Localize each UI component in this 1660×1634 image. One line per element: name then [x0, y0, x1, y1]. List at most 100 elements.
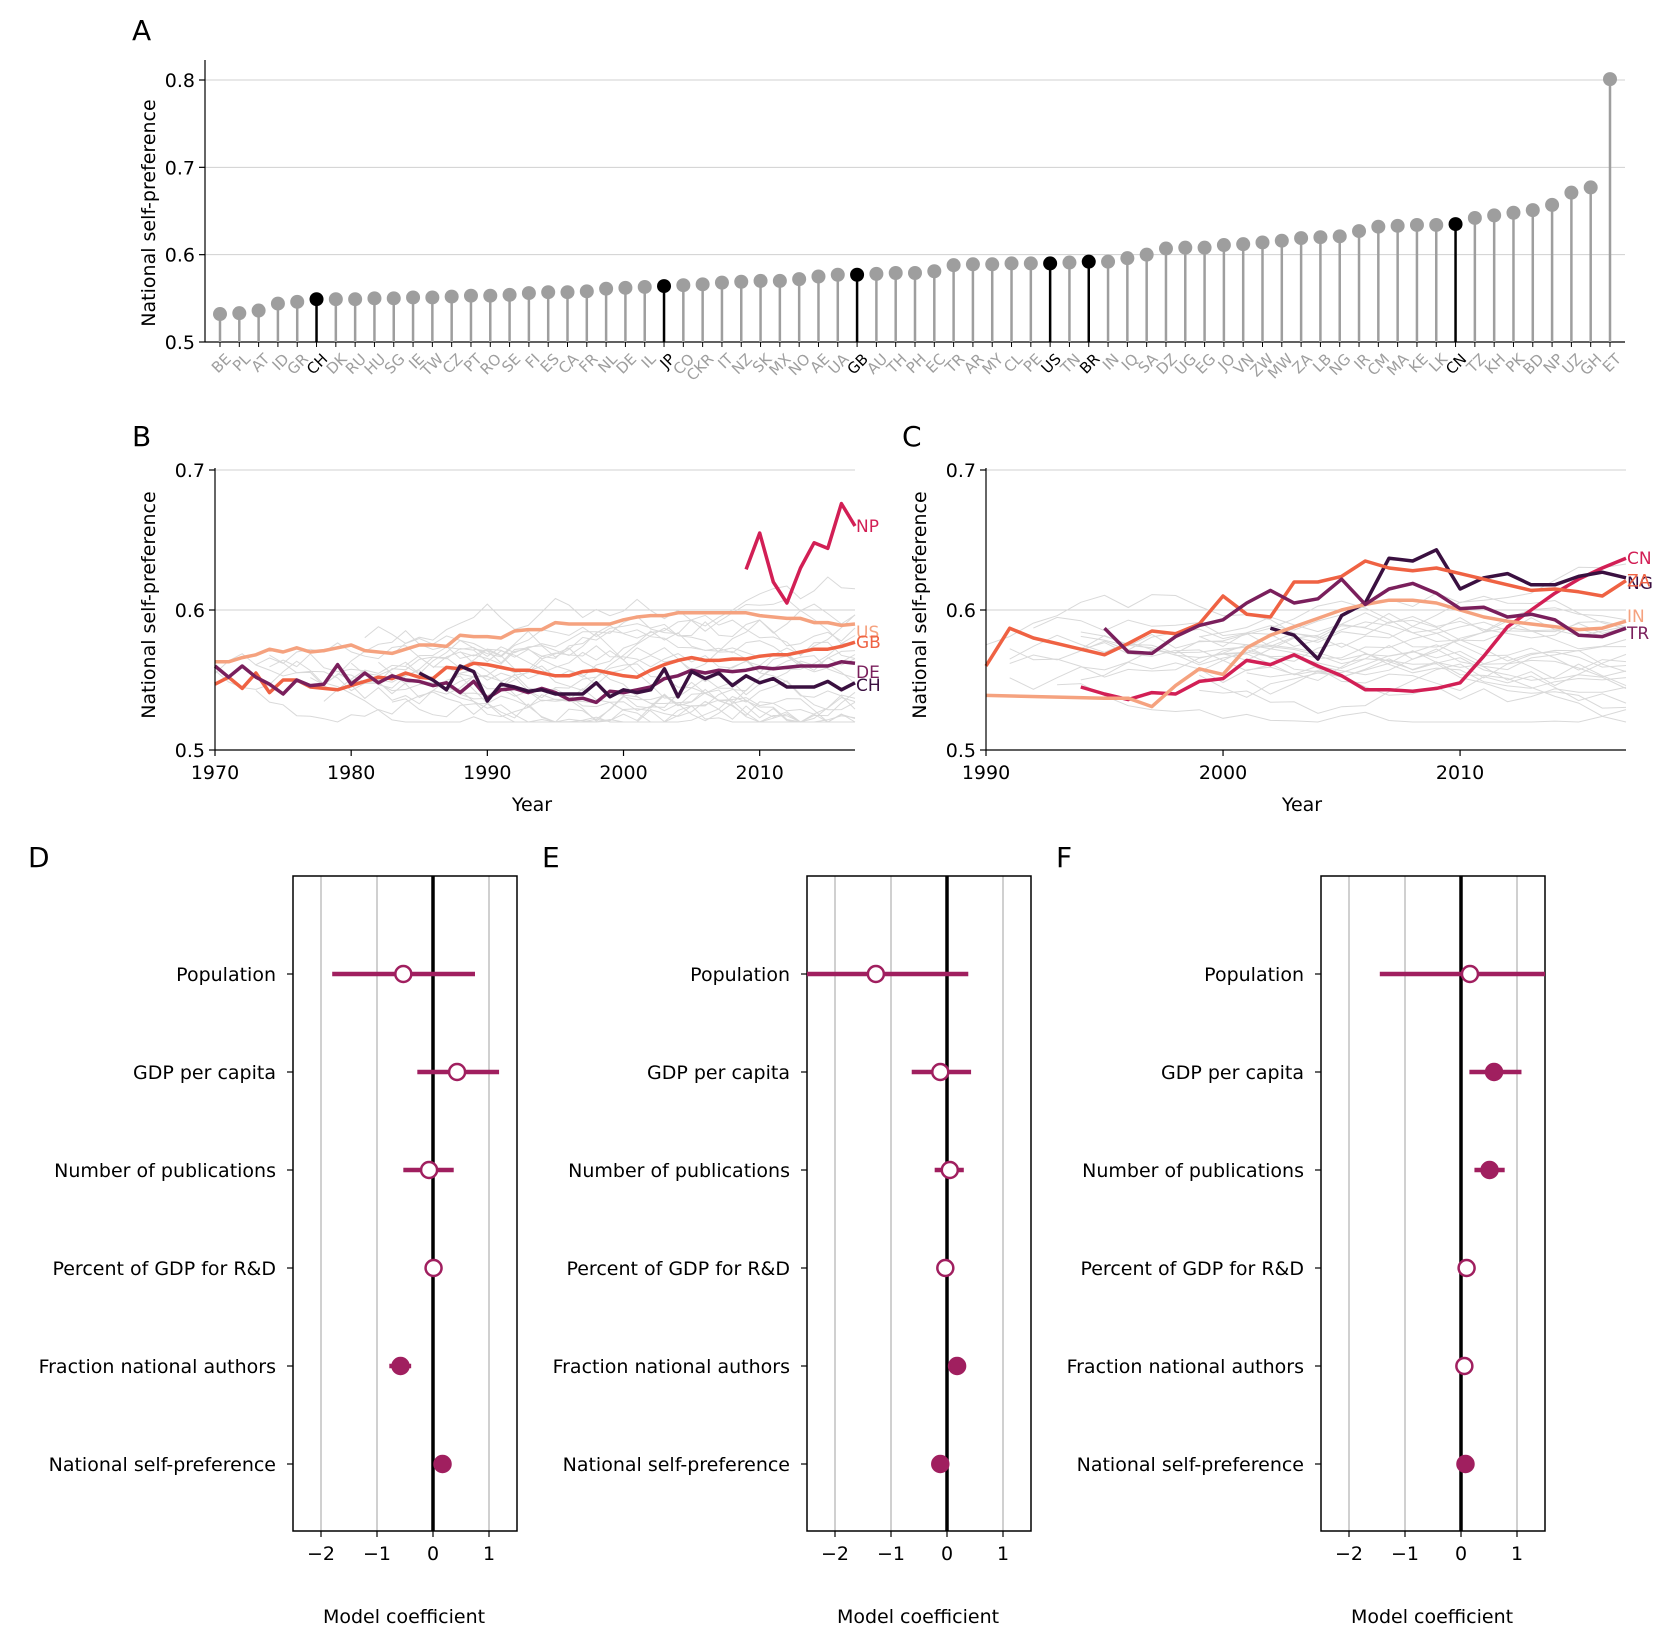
lollipop-point	[965, 257, 980, 272]
lollipop-point	[502, 287, 517, 302]
x-tick-label: 0	[941, 1543, 953, 1565]
background-country-line	[1222, 623, 1627, 661]
panel-b-xlabel: Year	[511, 794, 552, 816]
y-tick-label: 0.8	[165, 70, 195, 92]
row-label: Percent of GDP for R&D	[1080, 1258, 1304, 1280]
lollipop-point	[888, 266, 903, 281]
coefficient-point	[424, 1258, 443, 1278]
background-country-line	[1080, 620, 1627, 684]
coefficient-point	[931, 1454, 950, 1474]
y-tick-label: 0.6	[175, 600, 205, 622]
background-country-line	[391, 597, 856, 656]
panel-d-xlabel: Model coefficient	[323, 1606, 485, 1628]
x-tick-label: BR	[1076, 350, 1103, 377]
x-tick-label: 2010	[1436, 762, 1484, 784]
x-tick-label: 1980	[327, 762, 375, 784]
lollipop-point	[1603, 72, 1617, 87]
panel-label-b: B	[132, 420, 151, 453]
background-country-line	[255, 642, 856, 723]
x-tick-label: 2000	[599, 762, 647, 784]
x-tick-label: −2	[1335, 1543, 1363, 1565]
lollipop-point	[695, 277, 710, 292]
lollipop-point	[348, 292, 363, 307]
background-country-line	[1175, 649, 1627, 687]
lollipop-point	[850, 267, 865, 282]
coefficient-point	[419, 1160, 439, 1180]
y-tick-label: 0.7	[946, 460, 976, 482]
panel-label-a: A	[132, 14, 151, 47]
background-country-line	[1199, 592, 1627, 647]
lollipop-point	[1043, 256, 1058, 271]
lollipop-point	[1429, 217, 1444, 232]
row-label: Fraction national authors	[39, 1356, 276, 1378]
lollipop-point	[1583, 180, 1598, 195]
series-label: GB	[856, 633, 881, 653]
background-country-line	[446, 673, 856, 723]
lollipop-point	[1525, 203, 1540, 218]
panel-e-xlabel: Model coefficient	[837, 1606, 999, 1628]
x-tick-label: 2000	[1199, 762, 1247, 784]
lollipop-point	[772, 273, 787, 288]
plot-frame	[1320, 875, 1546, 1532]
y-tick-label: 0.5	[175, 740, 205, 762]
lollipop-point	[309, 292, 324, 307]
lollipop-point	[1506, 205, 1521, 220]
lollipop-point	[811, 269, 826, 284]
coefficient-point	[940, 1160, 960, 1180]
plot-frame	[806, 875, 1032, 1532]
lollipop-point	[1371, 219, 1386, 234]
lollipop-point	[1255, 235, 1270, 250]
lollipop-point	[869, 266, 884, 281]
x-tick-label: 1970	[191, 762, 239, 784]
lollipop-point	[753, 273, 768, 288]
lollipop-point	[657, 279, 672, 294]
background-country-line	[405, 609, 856, 666]
row-label: Fraction national authors	[553, 1356, 790, 1378]
panel-c-ylabel: National self-preference	[909, 491, 931, 718]
series-label: ZA	[1627, 572, 1651, 592]
coefficient-point	[394, 964, 413, 984]
coefficient-point	[1460, 964, 1480, 984]
row-label: Number of publications	[568, 1160, 790, 1182]
x-tick-label: −1	[1391, 1543, 1419, 1565]
lollipop-point	[367, 291, 382, 306]
lollipop-point	[1004, 256, 1019, 271]
background-country-line	[460, 630, 856, 697]
row-label: Percent of GDP for R&D	[566, 1258, 790, 1280]
x-tick-label: SG	[381, 350, 409, 378]
series-line-za	[984, 559, 1627, 667]
lollipop-point	[1197, 240, 1212, 255]
lollipop-point	[579, 284, 594, 299]
background-country-line	[1009, 634, 1626, 678]
lollipop-point	[830, 267, 845, 282]
lollipop-point	[1101, 254, 1116, 269]
lollipop-point	[1178, 240, 1193, 255]
lollipop-point	[270, 296, 285, 311]
series-line-ch	[418, 664, 856, 703]
row-label: GDP per capita	[647, 1062, 790, 1084]
series-label: US	[856, 623, 879, 643]
row-label: Population	[690, 964, 790, 986]
lollipop-point	[927, 264, 942, 279]
x-tick-label: −1	[877, 1543, 905, 1565]
series-label: IN	[1627, 607, 1645, 627]
background-country-line	[1199, 659, 1627, 714]
lollipop-point	[1023, 256, 1038, 271]
background-country-line	[432, 645, 856, 710]
lollipop-point	[541, 285, 556, 300]
panel-label-d: D	[28, 841, 50, 874]
x-tick-label: 1	[997, 1543, 1009, 1565]
lollipop-point	[946, 258, 961, 273]
lollipop-point	[444, 289, 459, 304]
lollipop-point	[1294, 231, 1309, 246]
lollipop-point	[908, 266, 922, 281]
lollipop-point	[985, 257, 1000, 272]
background-country-line	[391, 695, 856, 723]
background-country-line	[323, 619, 856, 702]
coefficient-point	[1455, 1356, 1474, 1376]
y-tick-label: 0.6	[946, 600, 976, 622]
background-country-line	[1080, 642, 1627, 689]
lollipop-point	[1139, 247, 1154, 262]
background-country-line	[269, 614, 856, 705]
